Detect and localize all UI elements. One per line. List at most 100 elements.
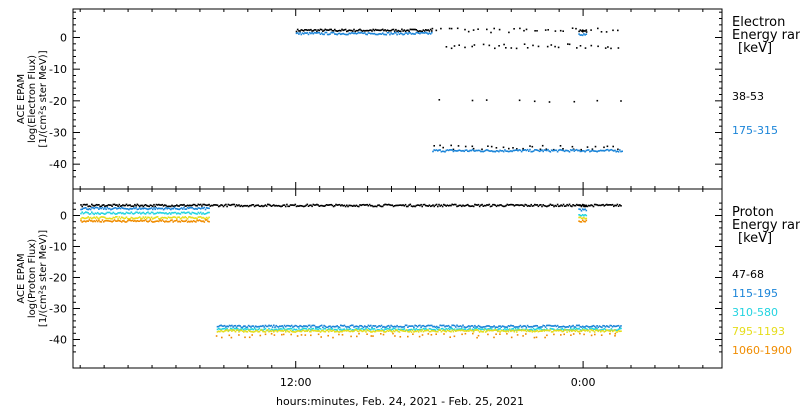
data-point: [322, 329, 324, 332]
data-point: [538, 330, 541, 332]
data-point: [590, 329, 592, 331]
data-point: [87, 212, 89, 214]
data-point: [512, 328, 515, 330]
data-point: [492, 329, 494, 332]
data-point: [422, 32, 425, 34]
data-point: [490, 150, 493, 152]
data-point: [526, 205, 529, 207]
data-point: [619, 204, 621, 206]
data-point: [393, 31, 396, 34]
data-point: [147, 221, 149, 223]
y-tick-label: 0: [60, 210, 67, 223]
data-point: [579, 325, 582, 328]
data-point: [245, 205, 247, 207]
data-point: [421, 30, 423, 33]
data-point: [264, 331, 267, 333]
legend-title-line: Energy ran: [732, 218, 800, 233]
data-point: [403, 330, 406, 332]
data-point: [348, 32, 350, 35]
data-point: [140, 217, 142, 220]
data-point: [550, 325, 553, 327]
data-point: [432, 325, 434, 328]
data-point: [328, 33, 330, 36]
data-point: [571, 145, 574, 148]
data-point: [364, 32, 366, 34]
data-point: [578, 331, 580, 333]
data-point: [487, 145, 489, 147]
data-point: [279, 329, 281, 332]
data-point: [331, 328, 334, 330]
data-point: [554, 149, 556, 152]
data-point: [378, 329, 380, 331]
data-point: [180, 207, 183, 209]
data-point: [362, 326, 365, 329]
data-point: [447, 330, 450, 332]
data-point: [307, 33, 310, 36]
data-point: [490, 326, 493, 328]
data-point: [602, 149, 604, 152]
data-point: [546, 329, 548, 332]
data-point: [619, 330, 621, 333]
data-point: [410, 205, 413, 207]
data-point: [99, 213, 101, 215]
data-point: [368, 330, 371, 332]
data-point: [199, 216, 202, 218]
data-point: [82, 217, 85, 219]
data-point: [165, 204, 167, 207]
data-point: [342, 330, 344, 332]
data-point: [246, 204, 249, 207]
data-point: [258, 327, 261, 330]
data-point: [573, 329, 576, 332]
data-point: [251, 328, 253, 330]
data-point: [159, 219, 161, 221]
data-point: [362, 328, 365, 331]
data-point: [358, 330, 360, 333]
data-point: [512, 147, 514, 149]
data-point: [433, 328, 435, 331]
data-point: [118, 216, 121, 218]
data-point: [156, 204, 159, 206]
data-point: [358, 328, 360, 330]
data-point: [441, 329, 444, 332]
data-point: [311, 205, 313, 208]
data-point: [92, 204, 94, 207]
data-point: [526, 47, 529, 49]
data-point: [596, 329, 598, 332]
data-point: [173, 211, 176, 214]
data-point: [605, 329, 608, 331]
data-point: [595, 328, 597, 330]
data-point: [176, 217, 178, 220]
data-point: [384, 328, 386, 330]
data-point: [481, 150, 483, 153]
data-point: [243, 325, 245, 327]
data-point: [203, 206, 206, 209]
data-point: [155, 203, 158, 206]
data-point: [415, 204, 418, 207]
data-point: [147, 205, 149, 207]
data-point: [431, 205, 433, 207]
data-point: [227, 329, 230, 332]
data-point: [173, 220, 176, 222]
data-point: [243, 205, 245, 207]
data-point: [214, 204, 216, 206]
data-point: [398, 33, 401, 35]
series-47-68: [80, 203, 622, 208]
data-point: [403, 328, 406, 330]
data-point: [190, 207, 192, 209]
data-point: [451, 324, 453, 327]
data-point: [605, 149, 608, 151]
data-point: [425, 29, 427, 31]
data-point: [423, 32, 426, 34]
data-point: [610, 329, 613, 331]
data-point: [143, 212, 146, 215]
data-point: [348, 204, 350, 207]
data-point: [550, 331, 553, 333]
x-tick-label: 12:00: [280, 376, 312, 389]
data-point: [142, 211, 145, 214]
data-point: [419, 204, 421, 207]
data-point: [191, 204, 194, 207]
data-point: [86, 208, 88, 210]
data-point: [168, 207, 171, 210]
data-point: [599, 204, 602, 207]
data-point: [517, 204, 519, 206]
